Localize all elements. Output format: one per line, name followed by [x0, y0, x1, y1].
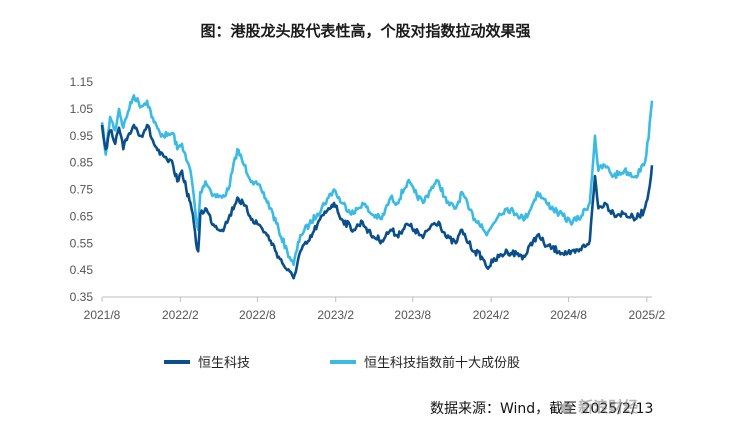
watermark: ● 新浪财经	[560, 398, 639, 416]
legend-label-series-1: 恒生科技	[198, 356, 251, 371]
chart-title: 图：港股龙头股代表性高，个股对指数拉动效果强	[200, 22, 531, 40]
y-tick-label: 0.95	[70, 129, 94, 143]
x-tick-label: 2024/2	[473, 308, 510, 322]
x-tick-label: 2023/8	[394, 308, 431, 322]
y-tick-label: 0.85	[70, 156, 94, 170]
y-tick-label: 0.55	[70, 236, 94, 250]
x-tick-label: 2022/8	[239, 308, 276, 322]
x-tick-label: 2022/2	[162, 308, 199, 322]
y-tick-label: 0.65	[70, 209, 94, 223]
legend-item-series-2: 恒生科技指数前十大成份股	[330, 352, 520, 371]
y-tick-label: 0.45	[70, 263, 94, 277]
legend-swatch-series-1	[164, 359, 190, 364]
x-tick-label: 2025/2	[629, 308, 666, 322]
series-line-1	[100, 123, 654, 280]
y-tick-label: 1.05	[70, 102, 94, 116]
legend-label-series-2: 恒生科技指数前十大成份股	[364, 356, 521, 371]
y-tick-label: 1.15	[70, 75, 94, 89]
data-source-note: 数据来源：Wind，截至 2025/2/13	[430, 401, 654, 417]
x-tick-label: 2021/8	[84, 308, 121, 322]
x-tick-label: 2024/8	[550, 308, 587, 322]
y-tick-label: 0.35	[70, 290, 94, 304]
x-tick-label: 2023/2	[317, 308, 354, 322]
legend-swatch-series-2	[330, 359, 356, 364]
legend: 恒生科技 恒生科技指数前十大成份股	[0, 352, 731, 372]
y-tick-label: 0.75	[70, 183, 94, 197]
legend-item-series-1: 恒生科技	[164, 352, 250, 371]
series-line-2	[100, 94, 654, 267]
